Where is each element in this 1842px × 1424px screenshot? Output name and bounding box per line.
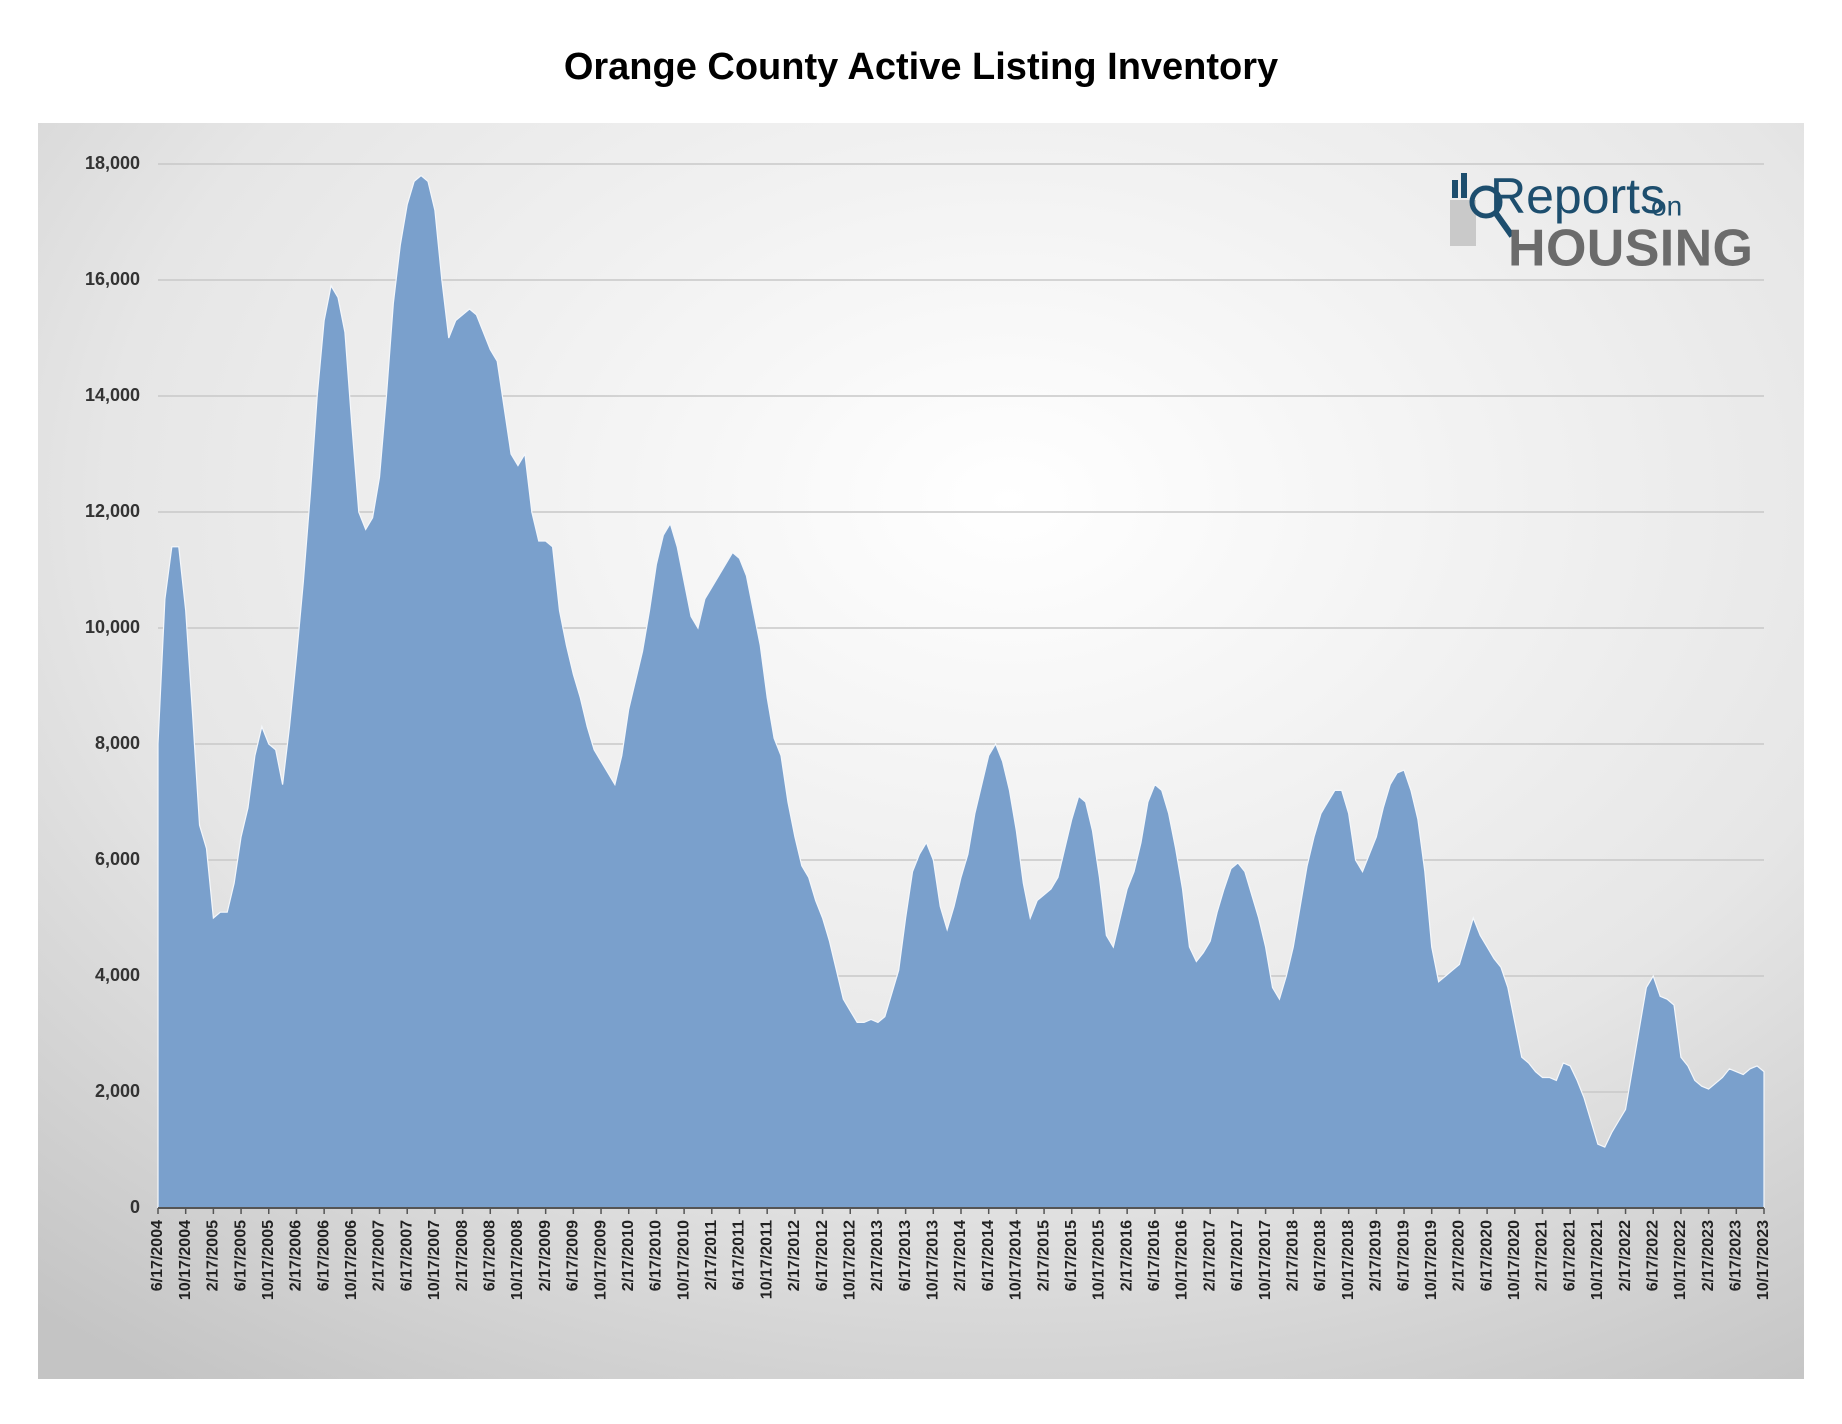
x-tick-label: 2/17/2015 — [1035, 1220, 1052, 1291]
y-tick-label: 0 — [130, 1197, 140, 1217]
x-tick-label: 10/17/2006 — [343, 1220, 360, 1300]
logo-bar — [1461, 173, 1467, 198]
x-tick-label: 10/17/2004 — [177, 1220, 194, 1300]
x-tick-label: 10/17/2014 — [1008, 1220, 1025, 1300]
x-tick-label: 6/17/2022 — [1644, 1220, 1661, 1291]
y-tick-label: 2,000 — [95, 1081, 140, 1101]
y-tick-label: 6,000 — [95, 849, 140, 869]
x-tick-label: 10/17/2011 — [758, 1220, 775, 1299]
x-tick-label: 2/17/2007 — [371, 1220, 388, 1291]
x-tick-label: 2/17/2023 — [1700, 1220, 1717, 1291]
x-tick-label: 10/17/2015 — [1091, 1220, 1108, 1300]
chart-title: Orange County Active Listing Inventory — [564, 46, 1278, 88]
x-tick-label: 2/17/2020 — [1451, 1220, 1468, 1291]
x-tick-label: 6/17/2014 — [980, 1220, 997, 1291]
x-tick-label: 6/17/2011 — [731, 1220, 748, 1290]
logo-brand: Reports — [1490, 168, 1665, 224]
x-tick-label: 2/17/2009 — [537, 1220, 554, 1291]
x-tick-label: 6/17/2010 — [648, 1220, 665, 1291]
x-tick-label: 2/17/2011 — [703, 1220, 720, 1290]
x-tick-label: 6/17/2017 — [1229, 1220, 1246, 1291]
x-tick-label: 6/17/2008 — [481, 1220, 498, 1291]
y-tick-label: 10,000 — [85, 617, 140, 637]
x-tick-label: 10/17/2017 — [1257, 1220, 1274, 1300]
logo-on: on — [1651, 190, 1682, 221]
x-tick-label: 6/17/2020 — [1478, 1220, 1495, 1291]
x-tick-label: 10/17/2012 — [841, 1220, 858, 1300]
x-tick-label: 10/17/2007 — [426, 1220, 443, 1300]
area — [157, 174, 1765, 1209]
x-tick-label: 2/17/2008 — [454, 1220, 471, 1291]
x-tick-label: 10/17/2009 — [592, 1220, 609, 1300]
x-tick-label: 2/17/2006 — [288, 1220, 305, 1291]
x-tick-label: 6/17/2015 — [1063, 1220, 1080, 1291]
x-tick-label: 6/17/2006 — [315, 1220, 332, 1291]
y-tick-label: 8,000 — [95, 733, 140, 753]
logo-bar — [1452, 180, 1458, 198]
x-tick-label: 10/17/2019 — [1423, 1220, 1440, 1300]
x-tick-label: 6/17/2023 — [1728, 1220, 1745, 1291]
x-tick-label: 2/17/2013 — [869, 1220, 886, 1291]
x-tick-label: 2/17/2005 — [205, 1220, 222, 1291]
x-tick-label: 2/17/2012 — [786, 1220, 803, 1291]
y-tick-label: 18,000 — [85, 153, 140, 173]
y-tick-label: 14,000 — [85, 385, 140, 405]
x-tick-label: 10/17/2023 — [1755, 1220, 1772, 1300]
x-tick-label: 2/17/2016 — [1118, 1220, 1135, 1291]
axes: 0 2,000 4,000 6,000 8,000 10,000 12,000 14,000 1… — [85, 153, 1772, 1300]
x-tick-label: 10/17/2022 — [1672, 1220, 1689, 1300]
x-tick-label: 2/17/2019 — [1368, 1220, 1385, 1291]
x-tick-label: 2/17/2018 — [1284, 1220, 1301, 1291]
x-tick-label: 10/17/2018 — [1340, 1220, 1357, 1300]
x-tick-label: 6/17/2012 — [814, 1220, 831, 1291]
x-tick-label: 2/17/2010 — [620, 1220, 637, 1291]
logo-handle — [1492, 210, 1515, 238]
logo-lens — [1469, 185, 1503, 219]
x-tick-label: 6/17/2005 — [232, 1220, 249, 1291]
x-tick-label: 10/17/2010 — [675, 1220, 692, 1300]
x-tick-label: 10/17/2008 — [509, 1220, 526, 1300]
x-tick-label: 2/17/2021 — [1534, 1220, 1551, 1291]
y-tick-label: 16,000 — [85, 269, 140, 289]
marks — [157, 174, 1765, 1209]
x-tick-label: 2/17/2014 — [952, 1220, 969, 1291]
x-tick-label: 6/17/2019 — [1395, 1220, 1412, 1291]
y-tick-label: 4,000 — [95, 965, 140, 985]
x-tick-label: 10/17/2020 — [1506, 1220, 1523, 1300]
x-tick-label: 6/17/2016 — [1146, 1220, 1163, 1291]
x-tick-label: 6/17/2021 — [1561, 1220, 1578, 1291]
x-tick-label: 6/17/2007 — [398, 1220, 415, 1291]
logo-housing: HOUSING — [1508, 220, 1753, 278]
x-tick-label: 6/17/2013 — [897, 1220, 914, 1291]
logo: Reports on HOUSING — [1450, 168, 1753, 278]
x-tick-label: 2/17/2017 — [1201, 1220, 1218, 1291]
x-tick-label: 10/17/2016 — [1174, 1220, 1191, 1300]
x-tick-label: 6/17/2004 — [149, 1220, 166, 1291]
x-tick-label: 10/17/2021 — [1589, 1220, 1606, 1300]
x-tick-label: 6/17/2018 — [1312, 1220, 1329, 1291]
x-tick-label: 10/17/2013 — [925, 1220, 942, 1300]
x-tick-label: 2/17/2022 — [1617, 1220, 1634, 1291]
x-tick-label: 10/17/2005 — [260, 1220, 277, 1300]
y-tick-label: 12,000 — [85, 501, 140, 521]
x-tick-label: 6/17/2009 — [565, 1220, 582, 1291]
